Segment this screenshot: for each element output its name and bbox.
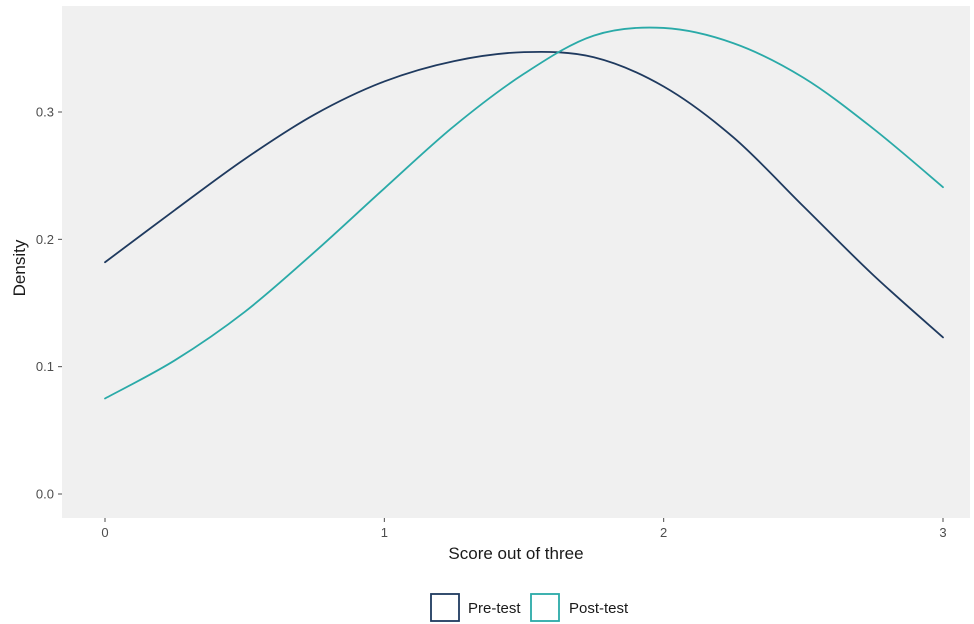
y-axis-title: Density (10, 239, 29, 296)
x-axis-title: Score out of three (448, 544, 583, 563)
x-tick-label: 0 (101, 525, 108, 540)
legend: Pre-test Post-test (430, 593, 629, 622)
legend-label: Post-test (569, 600, 629, 617)
y-tick-label: 0.0 (36, 487, 54, 502)
y-tick-label: 0.1 (36, 359, 54, 374)
y-axis: 0.0 0.1 0.2 0.3 (36, 105, 62, 502)
series-layer (104, 26, 944, 400)
legend-key-post-test (530, 593, 560, 622)
series-line-pre-test (104, 50, 944, 339)
plot-panel (62, 6, 970, 518)
x-tick-label: 2 (660, 525, 667, 540)
x-tick-label: 1 (381, 525, 388, 540)
legend-label: Pre-test (468, 600, 521, 617)
y-tick-label: 0.2 (36, 232, 54, 247)
legend-key-pre-test (430, 593, 460, 622)
y-tick-label: 0.3 (36, 105, 54, 120)
x-tick-label: 3 (939, 525, 946, 540)
x-axis: 0 1 2 3 (101, 518, 947, 540)
series-line-post-test (104, 26, 944, 400)
